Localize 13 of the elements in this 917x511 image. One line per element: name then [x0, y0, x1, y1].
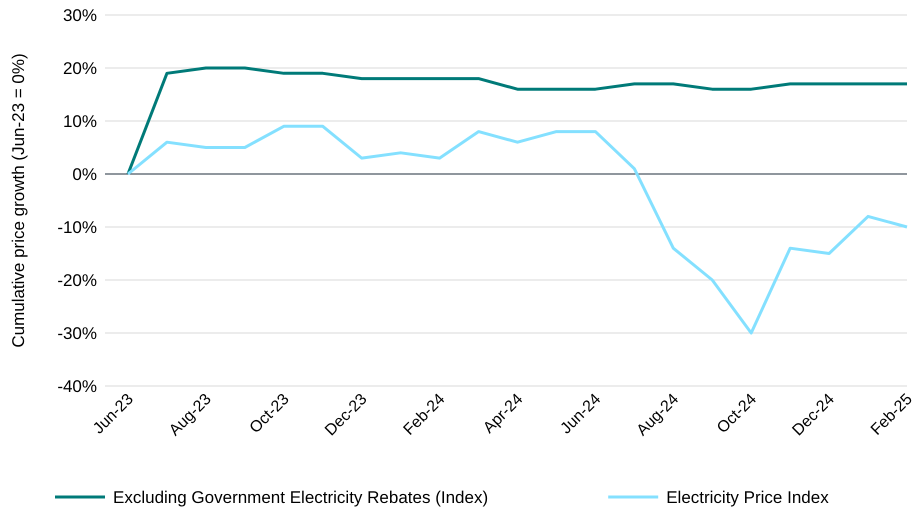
y-tick-label: 10%: [62, 112, 97, 131]
legend-label: Electricity Price Index: [666, 488, 830, 507]
y-tick-label: 20%: [62, 58, 97, 78]
y-tick-label: -30%: [57, 324, 97, 343]
y-tick-label: -40%: [57, 376, 97, 396]
y-tick-label: 0%: [72, 164, 97, 184]
line-series: [126, 66, 908, 176]
y-tick-label: -10%: [57, 218, 97, 237]
line-series: [126, 124, 908, 334]
y-tick-label: -20%: [57, 270, 97, 290]
legend-label: Excluding Government Electricity Rebates (Index): [113, 488, 488, 507]
y-tick-label: 30%: [62, 6, 97, 25]
y-axis-title: Cumulative price growth (Jun-23 = 0%): [9, 53, 28, 348]
